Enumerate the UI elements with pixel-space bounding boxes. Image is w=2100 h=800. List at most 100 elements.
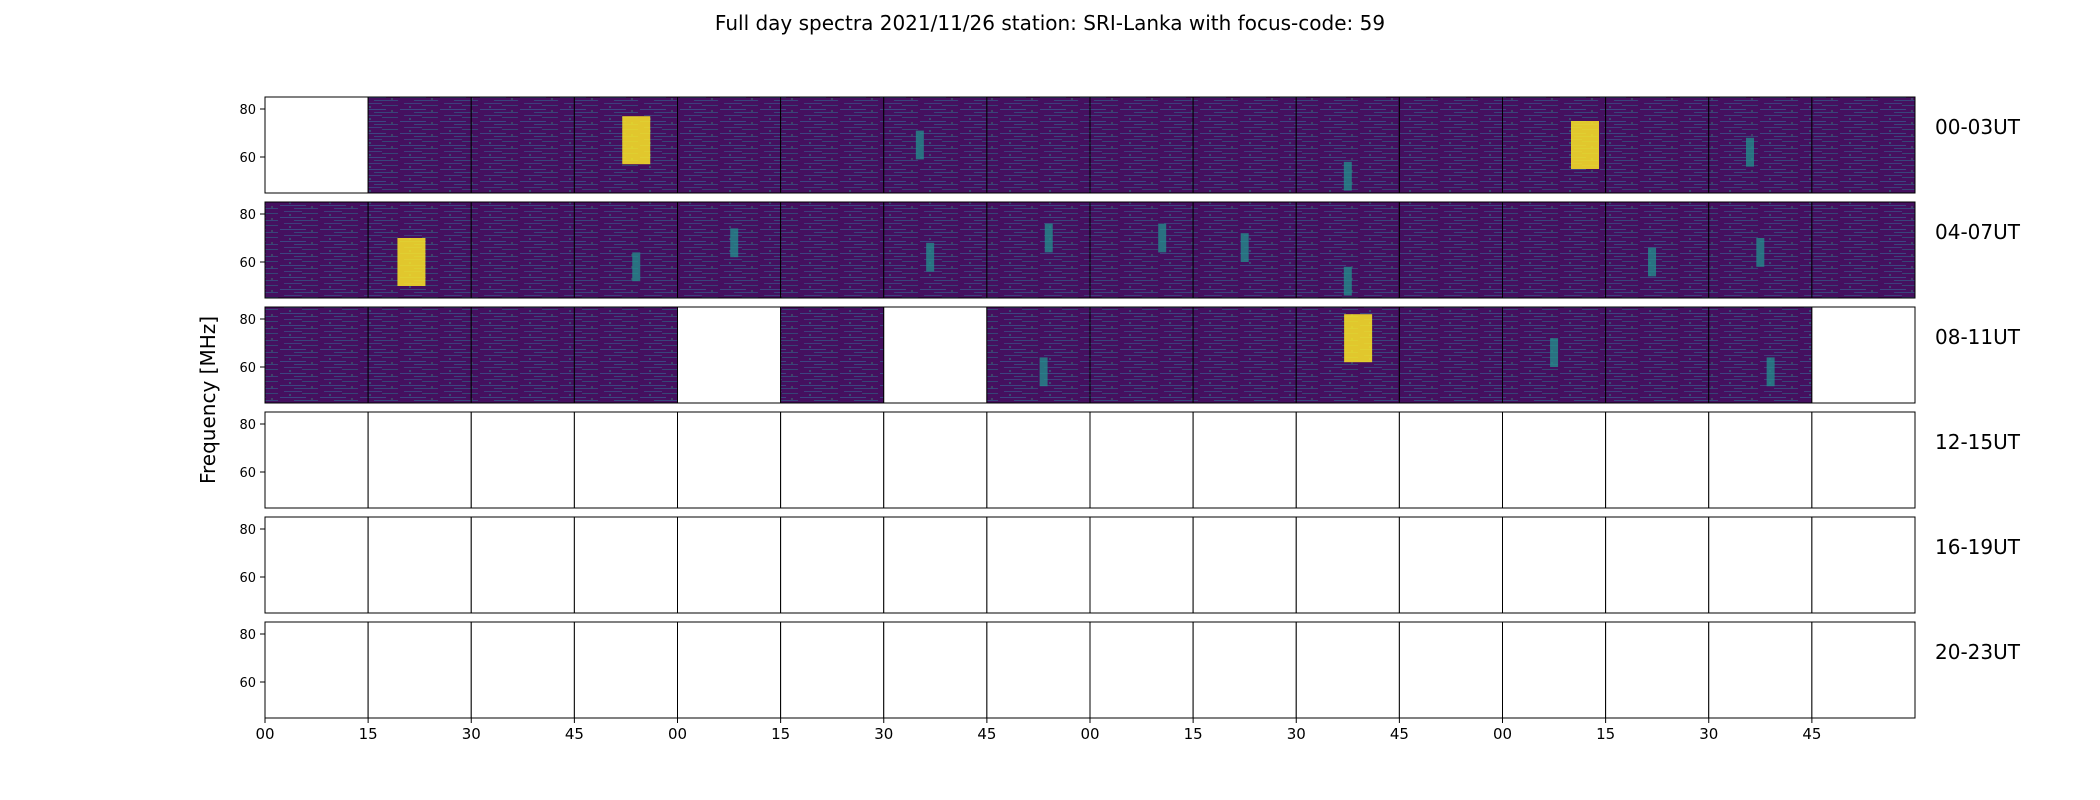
- empty-panel: [265, 97, 369, 193]
- y-tick-label: 60: [239, 571, 256, 586]
- x-tick-label: 00: [668, 725, 687, 743]
- empty-panel: [986, 412, 1090, 508]
- y-tick-label: 80: [239, 313, 256, 328]
- spectrum-panel: [265, 307, 369, 403]
- spectrum-panel: [1605, 202, 1709, 298]
- empty-panel: [1502, 517, 1606, 613]
- burst-band: [730, 228, 739, 258]
- x-tick-label: 30: [1287, 725, 1306, 743]
- x-tick-label: 15: [1596, 725, 1615, 743]
- spectrum-panel: [883, 97, 987, 193]
- panel-frame: [1811, 411, 1916, 509]
- empty-panel: [883, 307, 987, 403]
- spectrum-panel: [1193, 307, 1297, 403]
- row-label: 08-11UT: [1935, 325, 2021, 349]
- burst-band: [397, 238, 426, 286]
- burst-band: [1044, 223, 1053, 253]
- empty-panel: [1502, 622, 1606, 718]
- row-label: 00-03UT: [1935, 115, 2021, 139]
- empty-panel: [1090, 517, 1194, 613]
- row-label: 12-15UT: [1935, 430, 2021, 454]
- y-tick-label: 60: [239, 361, 256, 376]
- empty-panel: [883, 622, 987, 718]
- empty-panel: [1502, 412, 1606, 508]
- y-tick-label: 60: [239, 676, 256, 691]
- burst-band: [1343, 266, 1352, 296]
- spectrum-panel: [1090, 307, 1194, 403]
- x-tick-label: 30: [1699, 725, 1718, 743]
- x-tick-label: 30: [874, 725, 893, 743]
- empty-panel: [780, 412, 884, 508]
- empty-panel: [1399, 517, 1503, 613]
- burst-band: [1746, 137, 1754, 167]
- empty-panel: [1708, 622, 1812, 718]
- empty-panel: [1708, 517, 1812, 613]
- empty-panel: [1399, 622, 1503, 718]
- empty-panel: [677, 622, 781, 718]
- spectrum-panel: [1605, 97, 1709, 193]
- empty-panel: [1399, 412, 1503, 508]
- spectrum-panel: [1090, 97, 1194, 193]
- spectrum-panel: [780, 202, 884, 298]
- y-tick-label: 60: [239, 151, 256, 166]
- panel-frame: [1811, 306, 1916, 404]
- spectrum-panel: [471, 202, 575, 298]
- empty-panel: [368, 412, 472, 508]
- empty-panel: [1296, 412, 1400, 508]
- burst-band: [1039, 357, 1048, 387]
- empty-panel: [471, 412, 575, 508]
- empty-panel: [1296, 517, 1400, 613]
- x-tick-label: 15: [771, 725, 790, 743]
- burst-band: [1240, 233, 1249, 262]
- spectrum-panel: [986, 202, 1090, 298]
- empty-panel: [574, 622, 678, 718]
- empty-panel: [986, 517, 1090, 613]
- burst-band: [1571, 121, 1599, 169]
- spectrum-panel: [780, 97, 884, 193]
- empty-panel: [574, 517, 678, 613]
- x-tick-label: 45: [1390, 725, 1409, 743]
- empty-panel: [471, 622, 575, 718]
- empty-panel: [1605, 622, 1709, 718]
- empty-panel: [1811, 622, 1915, 718]
- spectrum-panel: [986, 307, 1090, 403]
- panel-frame: [1811, 201, 1916, 299]
- spectrum-panel: [1708, 97, 1812, 193]
- empty-panel: [1811, 307, 1915, 403]
- empty-panel: [265, 412, 369, 508]
- x-tick-label: 00: [255, 725, 274, 743]
- y-tick-label: 60: [239, 466, 256, 481]
- spectrum-panel: [780, 307, 884, 403]
- y-tick-label: 80: [239, 628, 256, 643]
- burst-band: [1158, 223, 1167, 253]
- y-tick-label: 80: [239, 103, 256, 118]
- spectrum-panel: [265, 202, 369, 298]
- spectrum-panel: [1399, 97, 1503, 193]
- burst-band: [1343, 161, 1352, 191]
- empty-panel: [1811, 517, 1915, 613]
- empty-panel: [1090, 412, 1194, 508]
- panel-frame: [1811, 621, 1916, 719]
- empty-panel: [1090, 622, 1194, 718]
- y-tick-label: 80: [239, 208, 256, 223]
- empty-panel: [1708, 412, 1812, 508]
- empty-panel: [471, 517, 575, 613]
- spectra-grid: 60 80 00-03UT 60 80 04-07UT 60 80 08-11UT 60 80 12-…: [239, 96, 2021, 743]
- spectrum-panel: [1502, 202, 1606, 298]
- spectrum-panel: [1605, 307, 1709, 403]
- x-tick-label: 45: [565, 725, 584, 743]
- empty-panel: [986, 622, 1090, 718]
- empty-panel: [883, 517, 987, 613]
- row-label: 04-07UT: [1935, 220, 2021, 244]
- burst-band: [632, 252, 641, 282]
- spectrum-panel: [368, 307, 472, 403]
- burst-band: [1550, 338, 1559, 367]
- empty-panel: [265, 517, 369, 613]
- spectrum-panel: [1193, 97, 1297, 193]
- x-tick-label: 45: [1802, 725, 1821, 743]
- spectrum-panel: [368, 97, 472, 193]
- empty-panel: [265, 622, 369, 718]
- y-tick-label: 80: [239, 418, 256, 433]
- x-tick-label: 00: [1493, 725, 1512, 743]
